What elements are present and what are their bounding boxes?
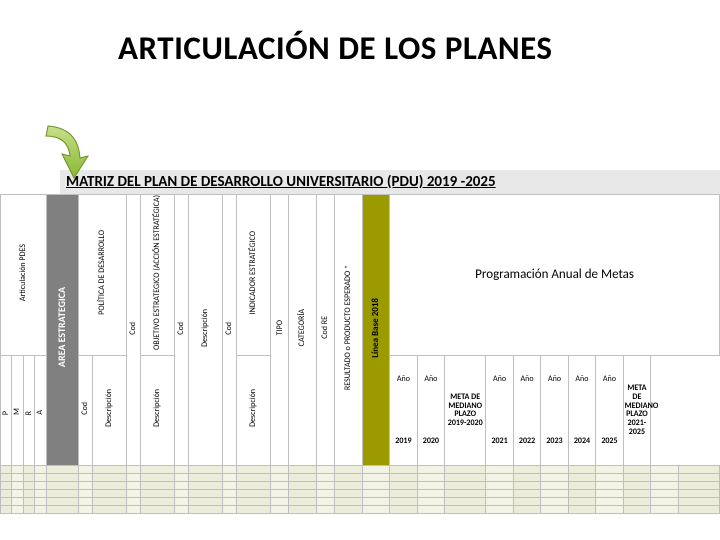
col-ano-5: Año 2023 (541, 355, 568, 465)
col-desc-2: Descripción (140, 355, 174, 465)
col-objetivo: OBJETIVO ESTRATEGICO (ACCIÓN ESTRATÉGICA… (140, 195, 174, 356)
table-row (1, 505, 720, 513)
col-categoria: CATEGORÍA (289, 195, 316, 466)
col-tipo: TIPO (271, 195, 289, 466)
col-cod-re: Cod RE (316, 195, 334, 466)
col-linea-base: Línea Base 2018 (362, 195, 389, 466)
col-politica: POLÍTICA DE DESARROLLO (78, 195, 126, 356)
col-desc-3: Descripción (188, 195, 222, 466)
table-row (1, 465, 720, 473)
col-meta1: META DE MEDIANO PLAZO 2019-2020 (445, 355, 486, 465)
col-programacion: Programación Anual de Metas (390, 195, 720, 356)
col-m: M (12, 355, 23, 465)
table-row (1, 497, 720, 505)
col-ano-4: Año 2022 (513, 355, 540, 465)
pdu-matrix-table: Articulación PDES AREA ESTRATEGICA POLÍT… (0, 194, 720, 424)
table-row (1, 489, 720, 497)
table-row (1, 481, 720, 489)
matrix-banner: MATRIZ DEL PLAN DE DESARROLLO UNIVERSITA… (60, 170, 720, 194)
col-cod-2: Cod (126, 195, 140, 466)
header-row-upper: Articulación PDES AREA ESTRATEGICA POLÍT… (1, 195, 720, 356)
col-a: A (35, 355, 46, 465)
col-ano-7: Año 2025 (596, 355, 623, 465)
col-cod-4: Cod (223, 195, 237, 466)
col-desc-1: Descripción (92, 355, 126, 465)
col-desc-4: Descripción (236, 355, 270, 465)
curved-arrow-icon (30, 118, 90, 188)
page-title: ARTICULACIÓN DE LOS PLANES (0, 0, 720, 74)
col-ano-2: Año 2020 (417, 355, 444, 465)
col-ano-3: Año 2021 (486, 355, 513, 465)
col-ano-1: Año 2019 (390, 355, 417, 465)
col-cod-3: Cod (174, 195, 188, 466)
col-indicador: INDICADOR ESTRATÉGICO (236, 195, 270, 356)
table-row (1, 473, 720, 481)
col-ano-6: Año 2024 (568, 355, 595, 465)
col-meta2: META DE MEDIANO PLAZO 2021-2025 (623, 355, 650, 465)
col-resultado: RESULTADO o PRODUCTO ESPERADO * (335, 195, 362, 466)
col-cod-1: Cod (78, 355, 92, 465)
col-r: R (23, 355, 34, 465)
col-area-estrategica: AREA ESTRATEGICA (46, 195, 78, 466)
col-articulacion-pdes: Articulación PDES (1, 195, 47, 356)
col-p: P (1, 355, 12, 465)
